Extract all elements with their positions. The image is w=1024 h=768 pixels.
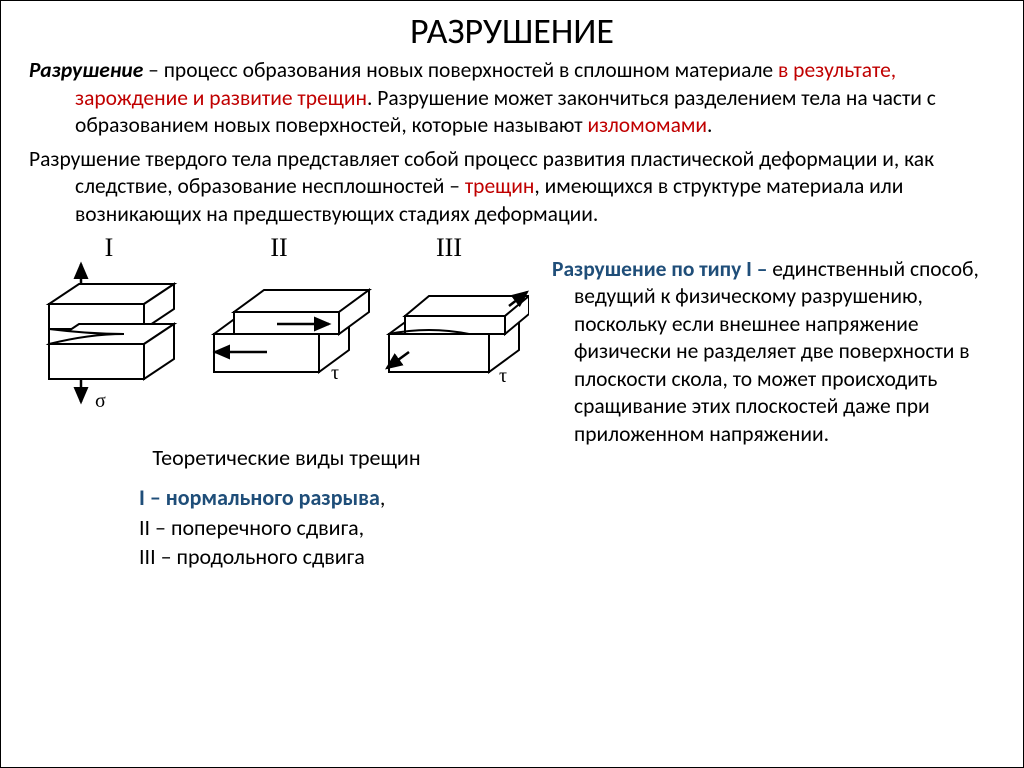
paragraph-1: Разрушение – процесс образования новых п… — [29, 57, 995, 140]
sigma-label: σ — [95, 390, 106, 412]
tau-label-3: τ — [499, 365, 507, 387]
mode-III-block — [389, 296, 529, 372]
mode-II-block — [214, 290, 369, 372]
crack-modes-diagram: I II III σ — [29, 234, 529, 429]
right-paragraph: Разрушение по типу I – единственный спос… — [552, 256, 995, 449]
paragraph-2: Разрушение твердого тела представляет со… — [29, 146, 995, 229]
legend-1: I – нормального разрыва — [139, 484, 380, 511]
legend: I – нормального разрыва, II – поперечног… — [29, 483, 544, 572]
label-I: I — [105, 234, 114, 262]
p1-t1: – процесс образования новых поверхностей… — [143, 57, 778, 83]
right-blue: Разрушение по типу I – — [552, 256, 767, 282]
label-III: III — [436, 234, 462, 262]
p2-red1: трещин — [465, 173, 535, 199]
right-rest: единственный способ, ведущий к физическо… — [574, 256, 979, 447]
legend-1-comma: , — [380, 484, 386, 511]
slide-title: РАЗРУШЕНИЕ — [29, 9, 995, 53]
legend-2: II – поперечного сдвига, — [139, 513, 544, 543]
legend-3: III – продольного сдвига — [139, 542, 544, 572]
p1-t3: . — [707, 112, 712, 138]
mode-I-block — [49, 284, 174, 379]
label-II: II — [270, 234, 287, 262]
p1-red2: изломомами — [587, 112, 707, 138]
term-destruction: Разрушение — [29, 57, 143, 83]
tau-label-2: τ — [331, 362, 339, 384]
diagram-caption: Теоретические виды трещин — [29, 444, 544, 471]
